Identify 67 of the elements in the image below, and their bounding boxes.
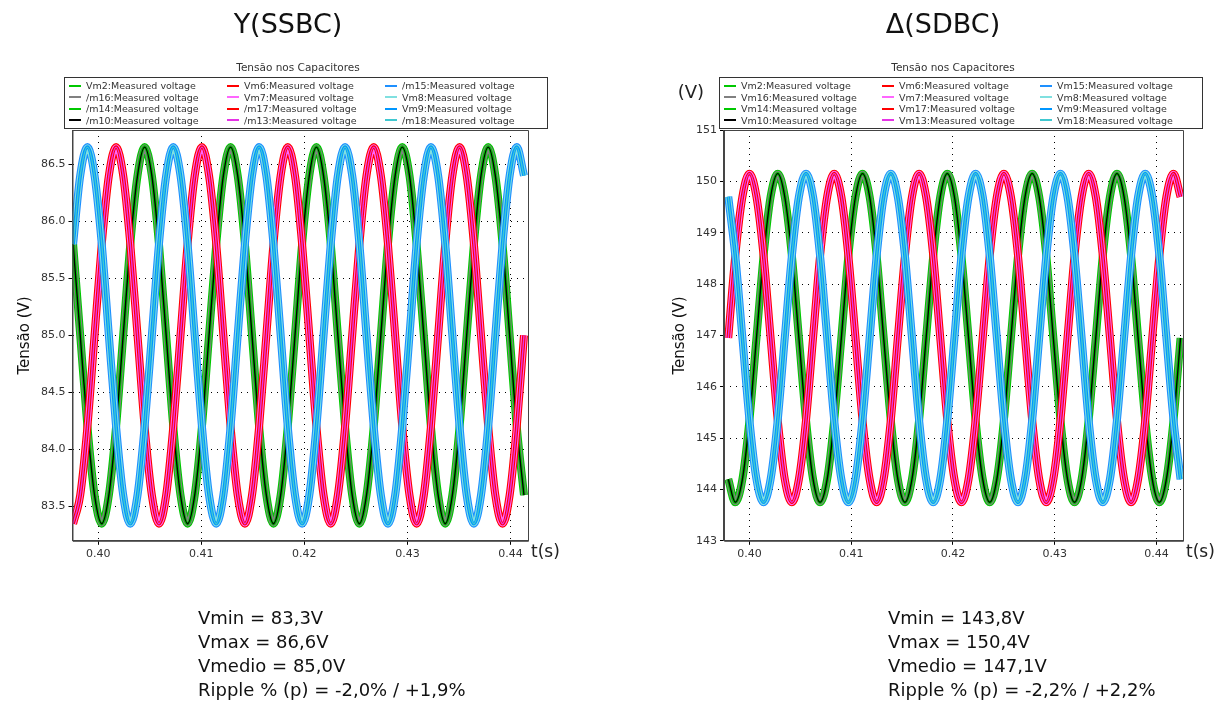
legend-label: Vm17:Measured voltage: [899, 103, 1015, 115]
y-tick-label: 145: [696, 430, 717, 444]
text: Vmedio = 147,1V: [888, 654, 1048, 678]
text: Vmedio = 85,0V: [198, 654, 347, 678]
y-tick-label: 149: [696, 225, 717, 239]
y-tick-label: 85.0: [40, 328, 66, 342]
x-axis-title: t(s): [531, 540, 560, 561]
y-tick-label: 150: [696, 174, 717, 188]
chart-subtitle: Tensão nos Capacitores: [890, 61, 1016, 73]
legend-label: /m10:Measured voltage: [86, 114, 199, 126]
text: Vmax = 150,4V: [888, 630, 1031, 654]
x-tick-label: 0.41: [838, 547, 864, 561]
legend-label: Vm8:Measured voltage: [402, 91, 512, 103]
y-tick-label: 86.5: [40, 157, 66, 171]
legend-label: Vm2:Measured voltage: [741, 80, 851, 92]
x-tick-label: 0.42: [292, 547, 317, 561]
legend-label: /m13:Measured voltage: [244, 114, 357, 126]
legend-label: Vm7:Measured voltage: [899, 91, 1009, 103]
x-tick-label: 0.40: [737, 547, 762, 561]
y-tick-label: 146: [696, 379, 717, 393]
legend-label: /m17:Measured voltage: [244, 103, 357, 115]
text: Vmin = 83,3V: [198, 606, 325, 630]
y-tick-label: 83.5: [40, 499, 66, 513]
legend-label: Vm9:Measured voltage: [402, 103, 512, 115]
text: Ripple % (p) = -2,2% / +2,2%: [888, 678, 1156, 702]
x-tick-label: 0.44: [1144, 547, 1169, 561]
legend-label: Vm6:Measured voltage: [244, 80, 354, 92]
legend-label: Vm2:Measured voltage: [86, 80, 196, 92]
y-tick-label: 85.5: [40, 271, 66, 285]
y-tick-label: 144: [696, 482, 717, 496]
legend-label: /m16:Measured voltage: [86, 91, 199, 103]
legend-label: Vm10:Measured voltage: [741, 114, 857, 126]
x-tick-label: 0.41: [189, 547, 214, 561]
y-tick-label: 86.0: [40, 214, 66, 228]
y-tick-label: 143: [696, 533, 717, 547]
y-tick-label: 147: [696, 328, 717, 342]
text: Ripple % (p) = -2,0% / +1,9%: [198, 678, 466, 702]
y-tick-label: 84.5: [40, 385, 66, 399]
text: Vmax = 86,6V: [198, 630, 330, 654]
y-tick-label: 151: [696, 122, 717, 136]
x-axis-title: t(s): [1186, 540, 1215, 561]
legend-label: Vm9:Measured voltage: [1057, 103, 1167, 115]
legend-label: Vm16:Measured voltage: [741, 91, 857, 103]
y-axis-title: Tensão (V): [669, 296, 688, 376]
legend-label: Vm18:Measured voltage: [1057, 114, 1173, 126]
legend-label: Vm13:Measured voltage: [899, 114, 1015, 126]
x-tick-label: 0.42: [940, 547, 966, 561]
legend-label: Vm15:Measured voltage: [1057, 80, 1173, 92]
x-tick-label: 0.43: [1042, 547, 1068, 561]
chart-subtitle: Tensão nos Capacitores: [235, 61, 361, 73]
legend-label: /m18:Measured voltage: [402, 114, 515, 126]
chart-title: Δ(SDBC): [884, 8, 1002, 39]
legend-label: Vm6:Measured voltage: [899, 80, 1009, 92]
x-tick-label: 0.44: [498, 547, 523, 561]
legend-label: /m14:Measured voltage: [86, 103, 199, 115]
chart-title: Y(SSBC): [232, 8, 344, 39]
legend-label: /m15:Measured voltage: [402, 80, 515, 92]
text: (V): [677, 80, 704, 102]
legend-label: Vm7:Measured voltage: [244, 91, 354, 103]
legend-label: Vm14:Measured voltage: [741, 103, 857, 115]
text: Vmin = 143,8V: [888, 606, 1026, 630]
legend-label: Vm8:Measured voltage: [1057, 91, 1167, 103]
y-tick-label: 84.0: [40, 442, 66, 456]
x-tick-label: 0.43: [395, 547, 420, 561]
y-axis-title: Tensão (V): [14, 296, 33, 376]
x-tick-label: 0.40: [86, 547, 111, 561]
y-tick-label: 148: [696, 276, 717, 290]
